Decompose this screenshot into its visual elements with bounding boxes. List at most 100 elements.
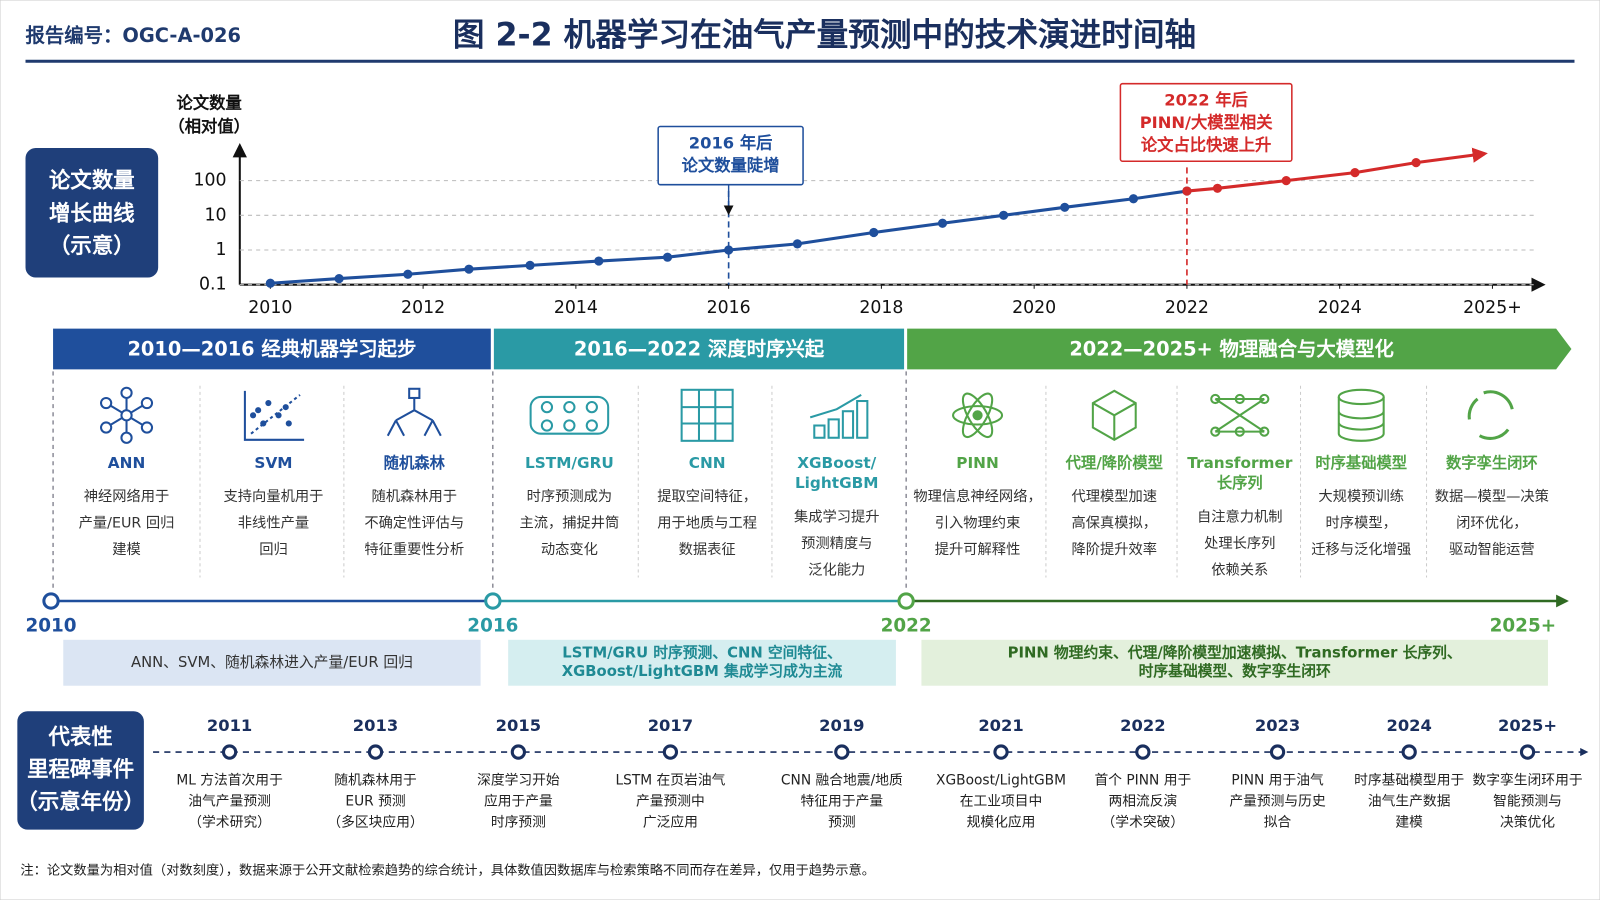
icon-part — [275, 412, 282, 419]
x-tick-label: 2010 — [248, 298, 292, 318]
icon-part — [250, 394, 301, 435]
data-point — [265, 278, 275, 288]
y-tick-label: 100 — [193, 171, 226, 191]
icon — [243, 390, 305, 441]
icon-part — [285, 420, 292, 427]
icon-part — [1337, 396, 1385, 442]
icon-part — [827, 418, 840, 439]
model-description: 时序模型， — [1326, 514, 1397, 531]
icon-part — [265, 400, 272, 407]
icon-part — [563, 401, 576, 414]
icon-part — [529, 395, 610, 435]
model-description: 集成学习提升 — [794, 508, 880, 525]
milestone-side-box — [17, 711, 144, 830]
milestone-node — [1401, 744, 1417, 760]
data-point — [1411, 158, 1421, 168]
model-description: 随机森林用于 — [371, 488, 457, 505]
icon-part — [856, 400, 869, 439]
milestone-text: 在工业项目中 — [960, 794, 1043, 810]
chart-side-label: （示意） — [49, 233, 135, 259]
phase-summary-box — [921, 639, 1548, 686]
icon-part — [1467, 390, 1514, 440]
model-name: 时序基础模型 — [1315, 454, 1407, 472]
icon-part — [120, 386, 133, 399]
data-point — [1060, 202, 1070, 212]
model-description: 引入物理约束 — [935, 514, 1021, 531]
icon-part — [100, 421, 113, 434]
icon-part — [585, 401, 598, 414]
milestone-text: 建模 — [1395, 814, 1423, 830]
icon-part — [250, 412, 257, 419]
model-description: 动态变化 — [541, 541, 598, 558]
icon-part — [282, 404, 289, 411]
icon — [1337, 388, 1385, 442]
x-tick-label: 2025+ — [1463, 298, 1522, 318]
icon-part — [140, 396, 154, 410]
report-id: 报告编号：OGC-A-026 — [26, 24, 241, 47]
model-name: LSTM/GRU — [525, 454, 614, 472]
data-point — [1212, 183, 1223, 193]
icon-part — [140, 421, 154, 434]
milestone-text: 产量预测中 — [636, 794, 705, 810]
icon — [809, 394, 869, 439]
milestone-text: （学术突破） — [1102, 814, 1185, 830]
x-tick-label: 2020 — [1012, 298, 1056, 318]
icon-part — [952, 405, 1004, 426]
data-point — [999, 210, 1009, 220]
milestone-text: 两相流反演 — [1108, 794, 1177, 810]
milestone-text: 应用于产量 — [484, 793, 553, 810]
data-point — [1128, 194, 1139, 204]
milestone-text: 油气生产数据 — [1368, 794, 1451, 810]
data-point — [1350, 168, 1360, 178]
model-description: 高保真模拟， — [1071, 513, 1157, 531]
timeline-label: 2025+ — [1490, 616, 1556, 637]
icon-part — [972, 410, 983, 421]
timeline-node — [897, 592, 915, 610]
model-name: SVM — [254, 454, 292, 472]
milestone-node — [367, 744, 384, 760]
milestone-text: EUR 预测 — [345, 794, 405, 810]
y-axis-title: 论文数量 — [177, 94, 242, 113]
model-description: 大规模预训练 — [1318, 488, 1404, 505]
milestone-year: 2023 — [1255, 716, 1300, 735]
x-tick-label: 2014 — [554, 298, 598, 318]
milestone-year: 2024 — [1386, 716, 1431, 735]
data-point — [403, 269, 413, 279]
icon — [529, 395, 610, 435]
milestone-node — [662, 744, 679, 760]
phase-title: 2022—2025+ 物理融合与大模型化 — [1069, 338, 1394, 361]
model-description: 代理模型加速 — [1071, 488, 1157, 505]
milestone-node — [993, 744, 1009, 760]
model-description: 处理长序列 — [1204, 535, 1275, 552]
data-point — [1281, 176, 1291, 186]
phase-summary: 时序基础模型、数字孪生闭环 — [1139, 662, 1331, 680]
x-tick-label: 2016 — [707, 298, 751, 318]
icon-part — [961, 392, 994, 439]
model-description: 用于地质与工程 — [657, 514, 757, 531]
phase-banner — [907, 328, 1572, 370]
series-line — [1186, 147, 1488, 193]
data-point — [724, 245, 734, 255]
model-description: 提升可解释性 — [935, 541, 1021, 558]
icon — [1210, 393, 1270, 437]
timeline-label: 2016 — [467, 616, 518, 637]
milestone-node — [1519, 744, 1536, 760]
milestone-text: 时序基础模型用于 — [1354, 772, 1464, 789]
milestone-year: 2013 — [353, 716, 398, 735]
milestone-text: 首个 PINN 用于 — [1094, 773, 1191, 789]
title: 图 2-2 机器学习在油气产量预测中的技术演进时间轴 — [453, 17, 1196, 54]
model-description: 泛化能力 — [808, 561, 865, 578]
phase-summary: LSTM/GRU 时序预测、CNN 空间特征、 — [562, 644, 841, 662]
annotation-text: 2016 年后 — [689, 133, 773, 152]
phase-banner — [493, 328, 905, 370]
model-description: 闭环优化， — [1456, 514, 1527, 531]
phase-summary: PINN 物理约束、代理/降阶模型加速模拟、Transformer 长序列、 — [1008, 644, 1462, 662]
icon — [680, 388, 734, 442]
milestone-text: 智能预测与 — [1493, 794, 1562, 810]
model-description: 依赖关系 — [1211, 561, 1268, 578]
timeline-node — [484, 592, 502, 610]
model-description: 产量/EUR 回归 — [79, 514, 175, 531]
x-tick-label: 2024 — [1318, 298, 1362, 318]
model-name: ANN — [108, 454, 145, 472]
